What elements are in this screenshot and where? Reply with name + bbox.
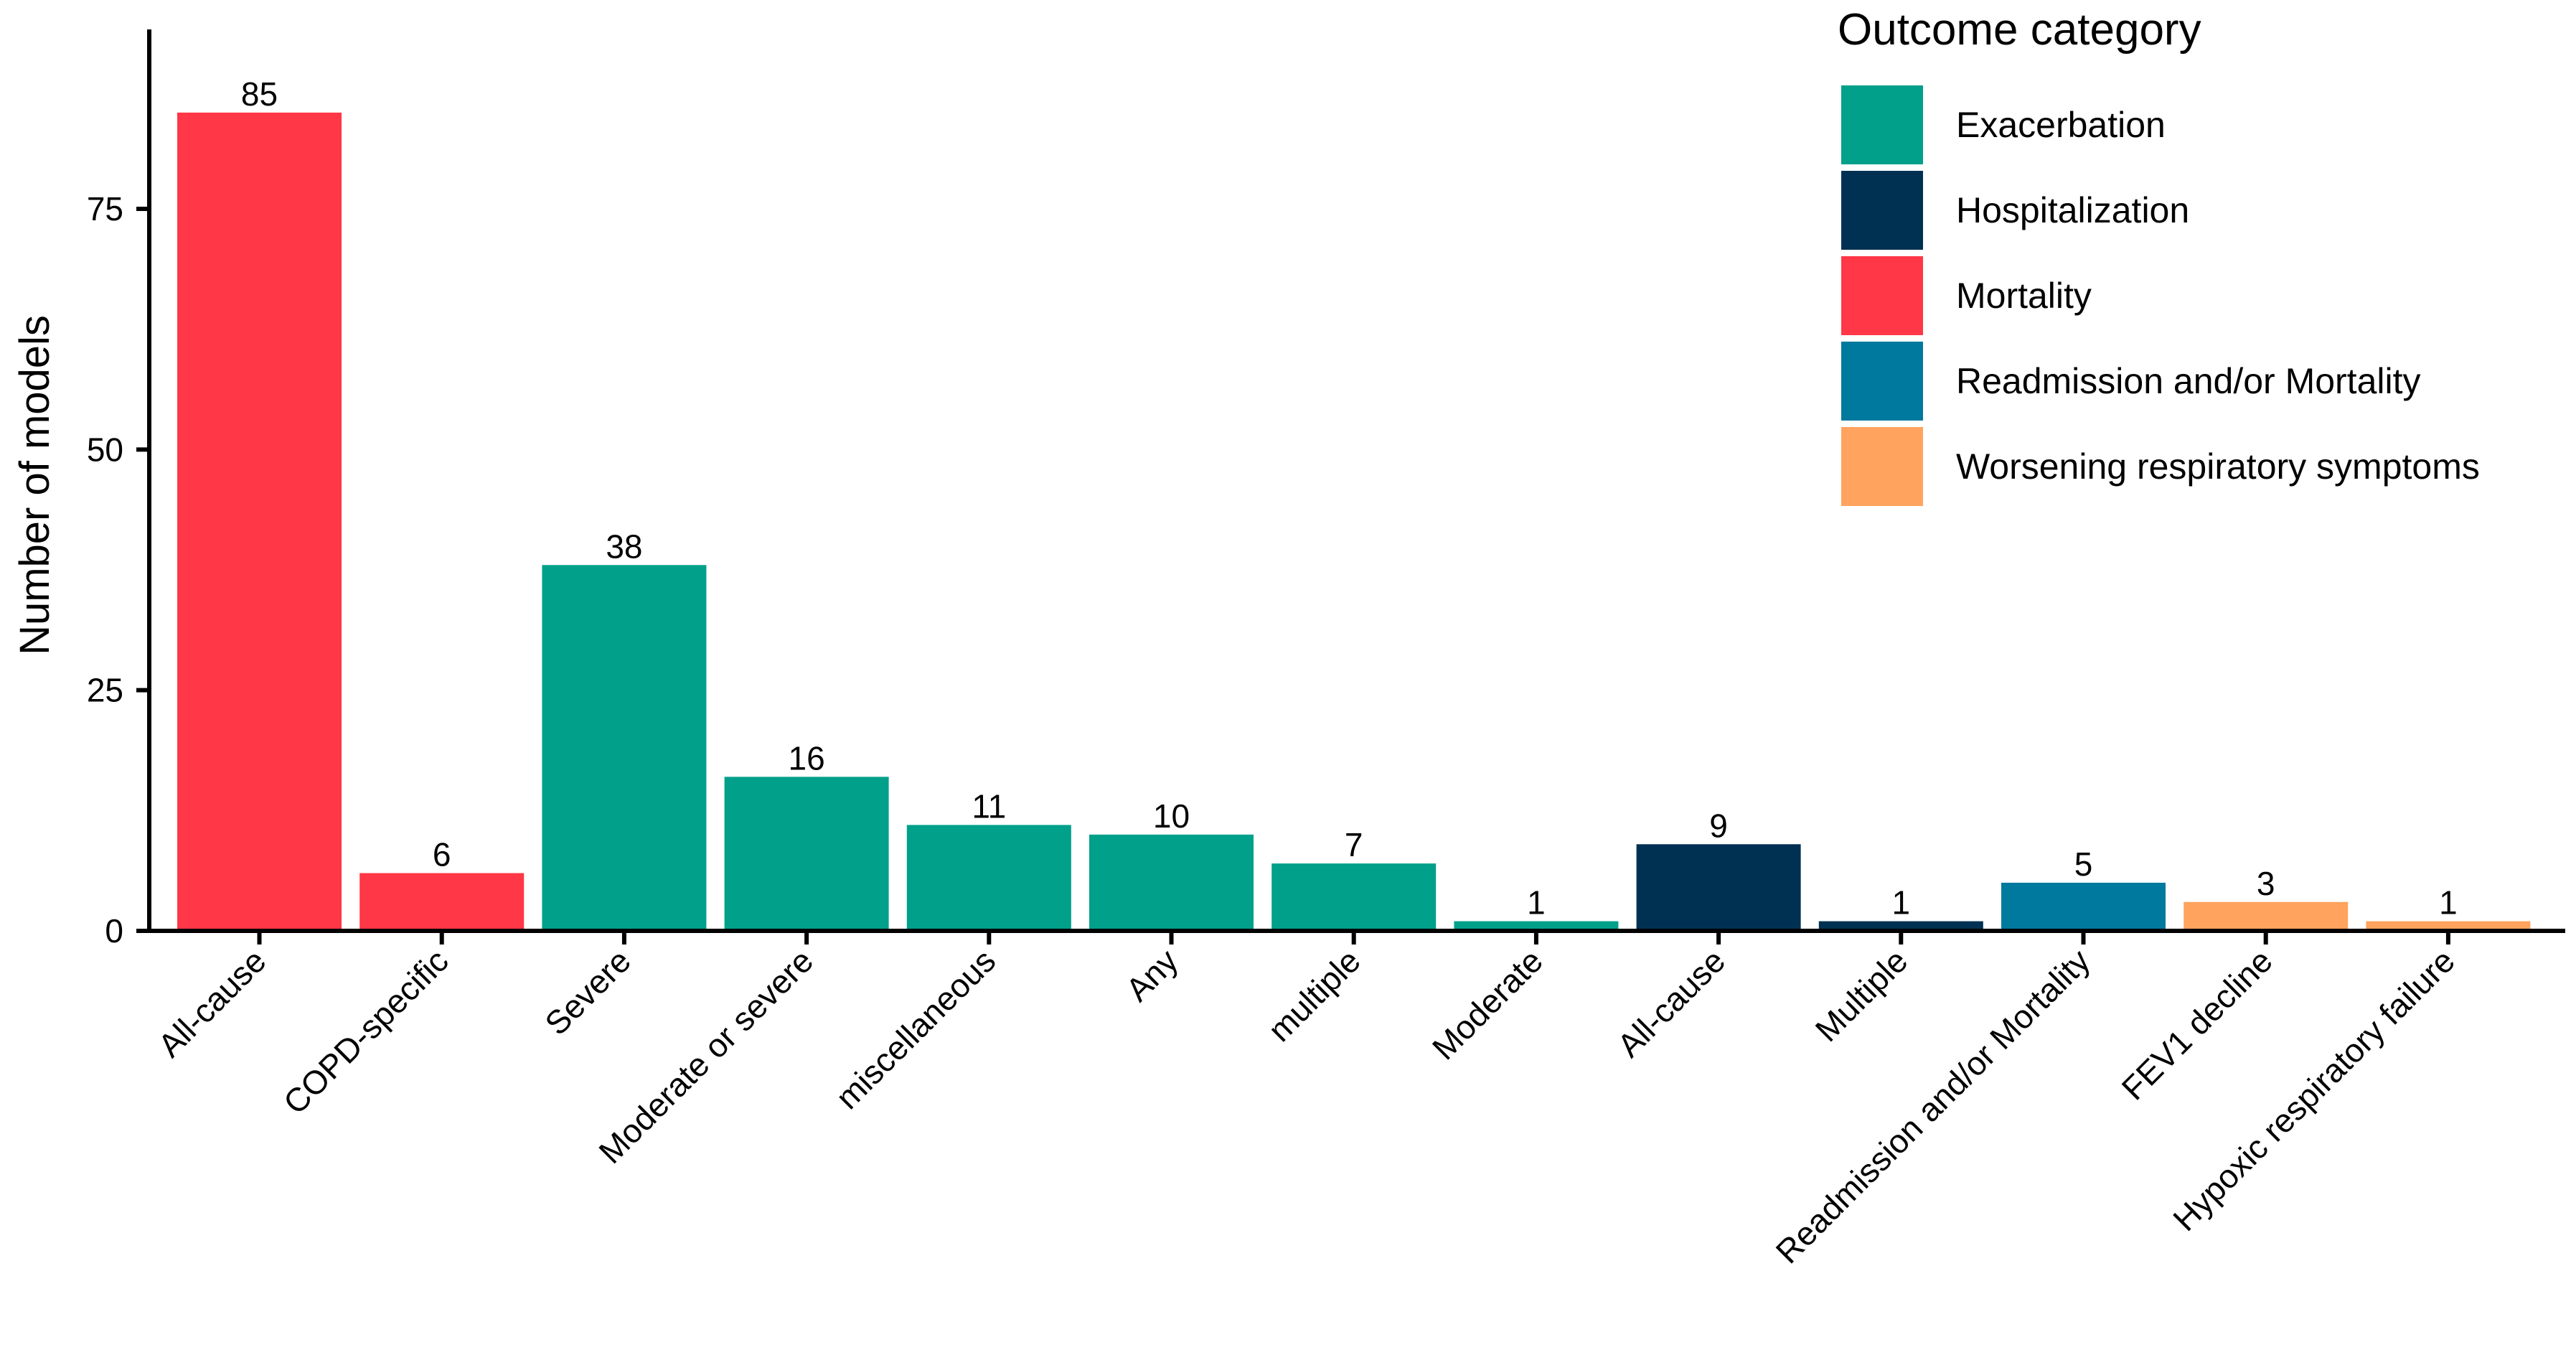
bar-value-label: 16 — [789, 739, 825, 777]
bar-value-label: 7 — [1345, 826, 1363, 863]
x-tick-label: Multiple — [1808, 942, 1915, 1049]
bar — [177, 112, 342, 931]
bar — [1818, 921, 1983, 931]
x-tick-label: Any — [1119, 942, 1185, 1008]
y-tick-label: 75 — [87, 190, 123, 228]
bars — [177, 112, 2531, 931]
bar — [1636, 844, 1801, 931]
legend-swatch — [1841, 85, 1923, 164]
bar-value-label: 11 — [972, 787, 1006, 825]
x-tick-label: All-cause — [151, 942, 273, 1064]
legend-entry-label: Readmission and/or Mortality — [1956, 361, 2421, 401]
bar — [906, 825, 1071, 931]
bar-value-label: 6 — [433, 836, 451, 873]
legend-swatch — [1841, 427, 1923, 506]
x-tick-label: multiple — [1261, 942, 1368, 1049]
bar-value-label: 3 — [2257, 865, 2275, 902]
bar-value-label: 5 — [2074, 845, 2093, 883]
bar-value-label: 9 — [1709, 807, 1728, 844]
bar-value-label: 85 — [241, 75, 278, 113]
y-tick-label: 50 — [87, 431, 123, 468]
bar-value-label: 1 — [1527, 884, 1546, 922]
x-tick-label: Moderate — [1425, 942, 1550, 1067]
bar — [542, 565, 707, 931]
legend: Outcome category Exacerbation Hospitaliza… — [1838, 5, 2480, 506]
legend-entry-label: Mortality — [1956, 276, 2092, 316]
x-tick-label: Severe — [537, 942, 638, 1042]
legend-entry-label: Worsening respiratory symptoms — [1956, 446, 2480, 487]
x-tick-label: Readmission and/or Mortality — [1769, 942, 2097, 1270]
legend-entry-label: Exacerbation — [1956, 105, 2166, 145]
bar — [1454, 921, 1619, 931]
y-tick-label: 25 — [87, 672, 123, 709]
legend-entry-label: Hospitalization — [1956, 190, 2189, 230]
bar — [2366, 921, 2531, 931]
legend-swatch — [1841, 256, 1923, 335]
bar-value-label: 38 — [606, 528, 642, 565]
x-tick-label: COPD-specific — [276, 942, 456, 1121]
bar-value-label: 10 — [1153, 797, 1190, 835]
bar — [1271, 863, 1437, 931]
bar — [2184, 901, 2349, 931]
y-tick-label: 0 — [105, 912, 123, 950]
legend-swatch — [1841, 342, 1923, 421]
x-tick-label: miscellaneous — [828, 942, 1002, 1116]
bar — [2001, 882, 2166, 931]
legend-title: Outcome category — [1838, 5, 2201, 55]
bar-value-label: 1 — [2439, 884, 2458, 922]
bar — [1089, 834, 1254, 931]
bar — [359, 873, 525, 931]
x-tick-label: All-cause — [1610, 942, 1733, 1064]
bar-value-label: 1 — [1892, 884, 1911, 922]
y-axis-title: Number of models — [11, 315, 58, 655]
legend-swatch — [1841, 171, 1923, 250]
x-tick-label: FEV1 decline — [2115, 942, 2280, 1107]
bar — [724, 777, 889, 931]
